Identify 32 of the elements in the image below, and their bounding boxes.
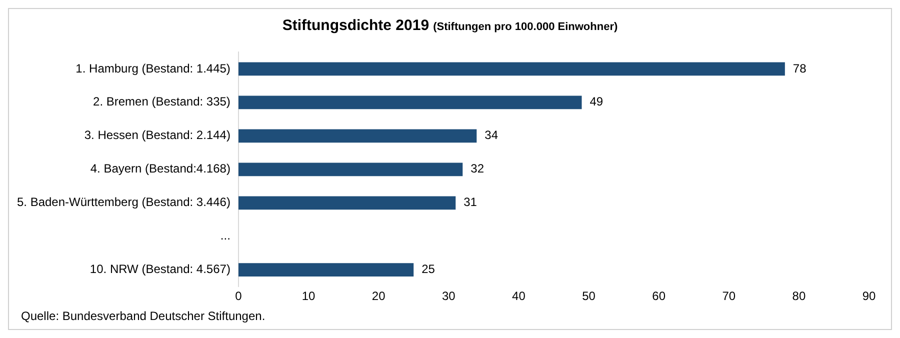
data-label: 34 [484,128,498,142]
x-tick-label: 70 [722,289,736,304]
data-label: 49 [590,94,604,109]
x-tick-label: 40 [512,289,526,304]
y-tick-label: 10. NRW (Bestand: 4.567) [90,262,230,276]
data-label: 32 [470,162,484,176]
x-tick-label: 20 [372,289,386,304]
chart-title: Stiftungsdichte 2019 [282,17,430,34]
bar [238,129,477,143]
x-tick-label: 90 [862,289,876,304]
y-tick-label: 2. Bremen (Bestand: 335) [93,94,230,109]
y-tick-label: ... [220,228,230,243]
x-tick-label: 50 [582,289,596,304]
data-label: 31 [464,195,478,210]
bar [238,62,785,76]
data-label: 78 [792,61,807,76]
bar [238,162,463,176]
bar [238,263,414,277]
x-tick-label: 0 [235,289,242,304]
chart-subtitle: (Stiftungen pro 100.000 Einwohner) [433,21,618,33]
y-tick-label: 1. Hamburg (Bestand: 1.445) [76,61,230,76]
bar [238,96,582,110]
x-tick-label: 60 [652,289,666,304]
x-tick-label: 10 [302,289,316,304]
y-tick-label: 3. Hessen (Bestand: 2.144) [84,128,230,142]
source-note: Quelle: Bundesverband Deutscher Stiftungen. [21,309,266,323]
x-tick-label: 80 [792,289,806,304]
data-label: 25 [422,262,436,276]
bar [238,196,456,210]
y-tick-label: 4. Bayern (Bestand:4.168) [90,162,230,176]
y-tick-label: 5. Baden-Württemberg (Bestand: 3.446) [16,195,230,210]
x-tick-label: 30 [442,289,456,304]
